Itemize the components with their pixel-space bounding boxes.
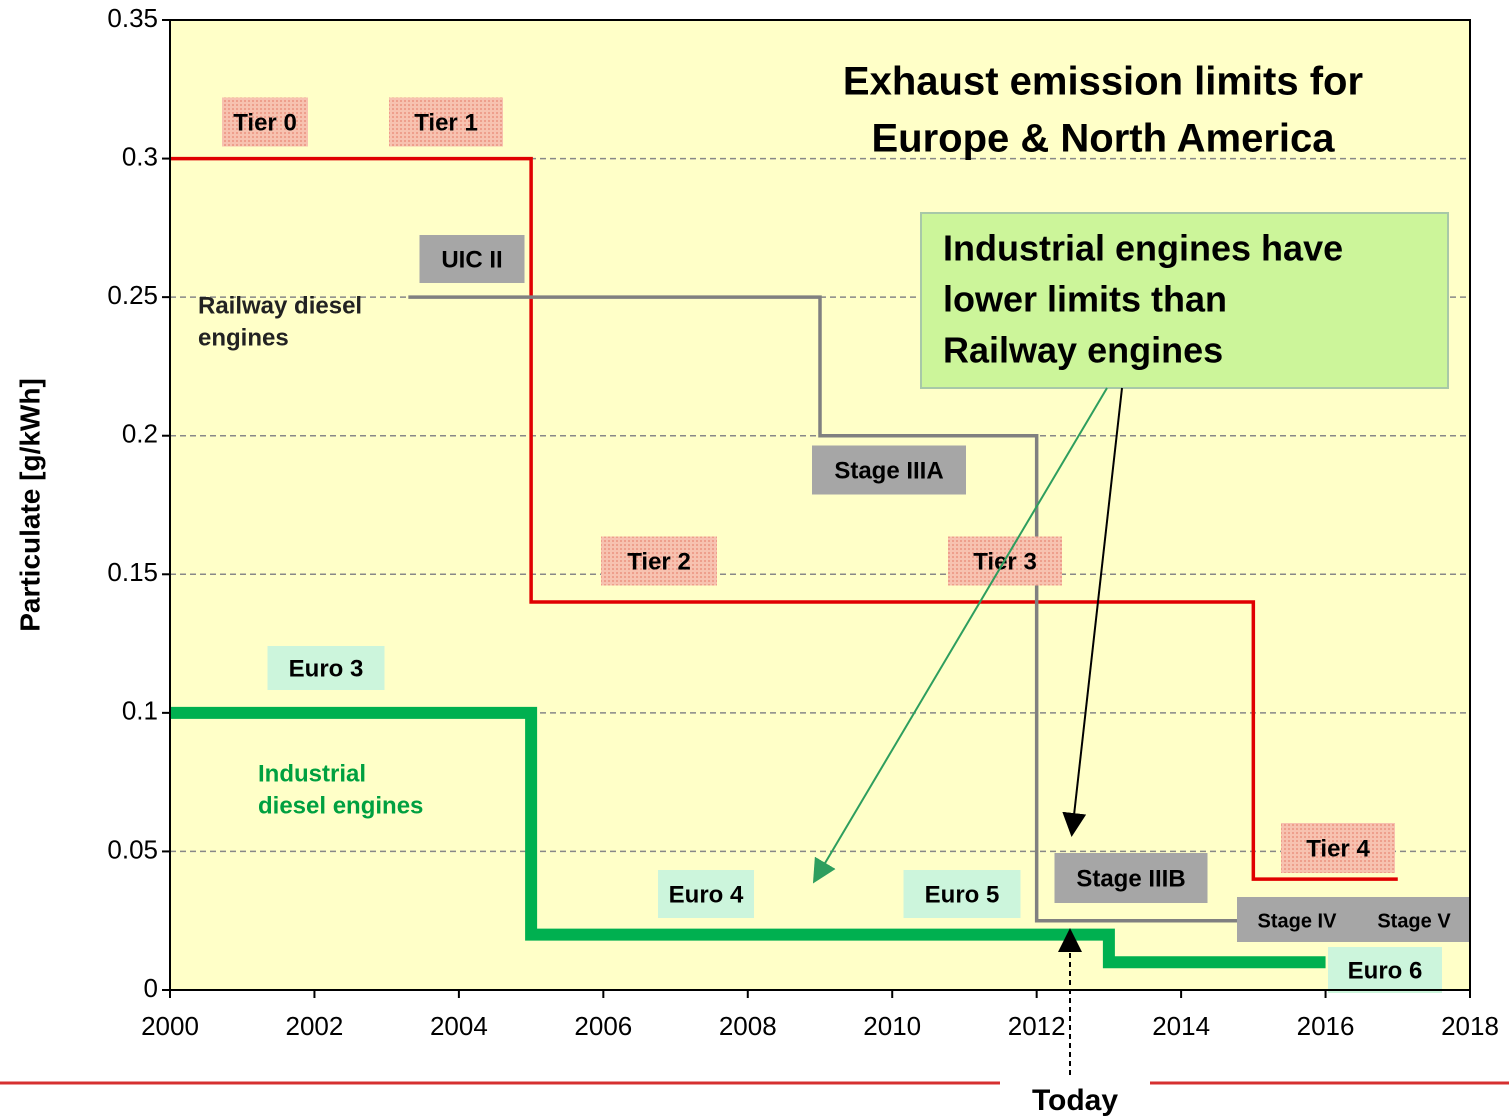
x-tick-label: 2004 xyxy=(430,1011,488,1041)
x-tick-label: 2006 xyxy=(574,1011,632,1041)
annotation: Stage IV xyxy=(1258,910,1338,932)
label-box xyxy=(267,646,385,690)
label-box xyxy=(903,870,1021,918)
annotation: Stage IIIA xyxy=(834,457,943,484)
x-tick-label: 2002 xyxy=(286,1011,344,1041)
annotation: Euro 4 xyxy=(669,881,744,908)
callout-arrow xyxy=(812,387,1108,884)
y-tick-label: 0.35 xyxy=(107,3,158,33)
annotation: Industrial xyxy=(258,760,366,787)
annotation: Tier 4 xyxy=(1306,835,1370,862)
x-tick-label: 2018 xyxy=(1441,1011,1499,1041)
y-axis-label: Particulate [g/kWh] xyxy=(14,378,45,632)
annotation: Railway diesel xyxy=(198,292,362,319)
annotation: diesel engines xyxy=(258,792,423,819)
today-label: Today xyxy=(1032,1084,1118,1117)
x-tick-label: 2014 xyxy=(1152,1011,1210,1041)
callout-arrow xyxy=(1062,387,1123,837)
annotation: UIC II xyxy=(441,246,502,273)
annotation: Tier 1 xyxy=(414,109,478,136)
annotation: Stage V xyxy=(1377,910,1451,932)
label-box xyxy=(389,97,503,147)
callout-text: Industrial engines have xyxy=(943,228,1343,269)
y-tick-label: 0.25 xyxy=(107,280,158,310)
x-tick-label: 2008 xyxy=(719,1011,777,1041)
annotation: Euro 3 xyxy=(289,655,364,682)
label-box xyxy=(1054,853,1208,903)
label-box xyxy=(658,870,754,918)
label-box xyxy=(1281,823,1395,873)
annotation: Euro 5 xyxy=(925,881,1000,908)
chart-title: Exhaust emission limits for xyxy=(843,60,1363,104)
y-tick-label: 0 xyxy=(144,973,158,1003)
label-box xyxy=(812,445,966,495)
label-box xyxy=(222,97,308,147)
plot-area xyxy=(170,20,1470,990)
label-box xyxy=(1328,947,1442,993)
annotation: Tier 3 xyxy=(973,548,1037,575)
series-line xyxy=(408,295,1470,923)
label-box xyxy=(419,235,525,283)
annotation: Stage IIIB xyxy=(1076,865,1185,892)
y-tick-label: 0.3 xyxy=(122,141,158,171)
callout-text: lower limits than xyxy=(943,279,1227,320)
annotation: Tier 0 xyxy=(233,109,297,136)
x-tick-label: 2000 xyxy=(141,1011,199,1041)
callout-box xyxy=(920,212,1449,389)
annotation: engines xyxy=(198,324,289,351)
label-box xyxy=(601,536,717,586)
x-tick-label: 2016 xyxy=(1297,1011,1355,1041)
annotation: Euro 6 xyxy=(1348,957,1423,984)
y-tick-label: 0.1 xyxy=(122,696,158,726)
series-line xyxy=(170,706,1326,969)
y-tick-label: 0.05 xyxy=(107,834,158,864)
x-tick-label: 2010 xyxy=(863,1011,921,1041)
callout-text: Railway engines xyxy=(943,330,1223,371)
y-tick-label: 0.15 xyxy=(107,557,158,587)
series-line xyxy=(170,156,1398,881)
annotation: Tier 2 xyxy=(627,548,691,575)
y-tick-label: 0.2 xyxy=(122,419,158,449)
label-box xyxy=(1237,897,1470,942)
x-tick-label: 2012 xyxy=(1008,1011,1066,1041)
plot-border xyxy=(169,19,1471,991)
chart-title: Europe & North America xyxy=(871,117,1335,161)
